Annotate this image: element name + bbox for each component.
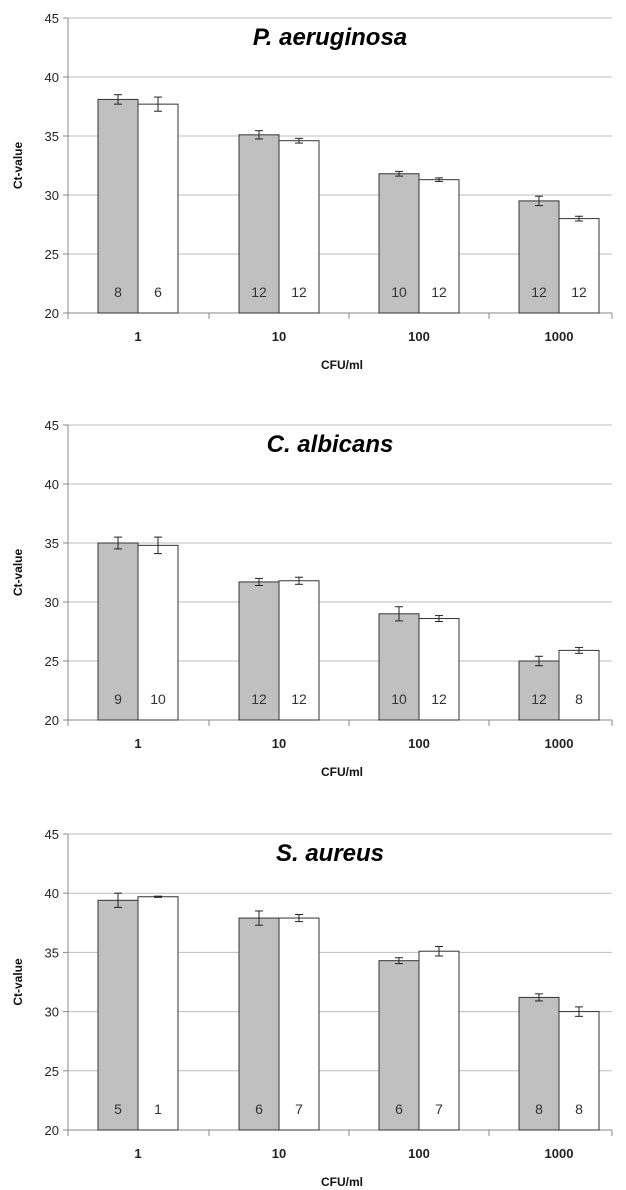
bar-count-label: 6	[395, 1101, 403, 1117]
bar-s1-1000	[558, 1011, 600, 1131]
bar-count-label: 12	[251, 691, 267, 707]
chart-title: C. albicans	[267, 431, 394, 458]
y-tick-label: 35	[45, 945, 59, 960]
bar-s1-10	[278, 580, 320, 721]
bar-count-label: 5	[114, 1101, 122, 1117]
bar-s0-10	[238, 917, 280, 1131]
bar-count-label: 6	[154, 284, 162, 300]
bar-s1-100	[418, 179, 460, 314]
bar-count-label: 9	[114, 691, 122, 707]
x-category-label: 10	[272, 1146, 286, 1161]
bar-s0-10	[238, 134, 280, 314]
bar-count-label: 12	[531, 284, 547, 300]
chart-panel-0: 20 25 30 35 40 45 8 12 10 12 6 12 12 12 1 10 100 1000 CFU/…	[11, 11, 613, 372]
bar-count-label: 12	[291, 284, 307, 300]
bar-count-label: 12	[571, 284, 587, 300]
bar-s0-100	[378, 173, 420, 314]
x-category-label: 1000	[545, 329, 574, 344]
bar-count-label: 6	[255, 1101, 263, 1117]
bar-count-label: 12	[431, 691, 447, 707]
chart-title: S. aureus	[276, 840, 384, 867]
bar-s1-1	[137, 544, 179, 721]
chart-title: P. aeruginosa	[253, 24, 407, 51]
y-tick-label: 25	[45, 654, 59, 669]
bar-count-label: 10	[150, 691, 166, 707]
x-category-label: 100	[408, 329, 430, 344]
x-axis-title: CFU/ml	[321, 358, 363, 372]
y-tick-label: 35	[45, 129, 59, 144]
y-axis-title: Ct-value	[11, 549, 25, 597]
bar-count-label: 12	[431, 284, 447, 300]
bar-s0-1000	[518, 996, 560, 1131]
x-category-label: 1	[134, 736, 141, 751]
chart-panel-2: 20 25 30 35 40 45 5 6 6 8 1 7 7 8 1 10 100 1000 CFU/ml Ct-v…	[11, 827, 613, 1189]
bar-s1-1000	[558, 649, 600, 721]
x-category-label: 100	[408, 736, 430, 751]
x-category-label: 10	[272, 329, 286, 344]
x-category-label: 1000	[545, 1146, 574, 1161]
bar-count-label: 12	[291, 691, 307, 707]
bar-count-label: 12	[251, 284, 267, 300]
bar-s1-1	[137, 103, 179, 314]
y-tick-label: 35	[45, 536, 59, 551]
y-tick-label: 40	[45, 70, 59, 85]
bar-count-label: 8	[535, 1101, 543, 1117]
bar-s1-10	[278, 140, 320, 314]
y-tick-label: 30	[45, 1005, 59, 1020]
y-tick-label: 25	[45, 247, 59, 262]
x-category-label: 1	[134, 1146, 141, 1161]
bar-s0-10	[238, 581, 280, 721]
x-category-label: 1000	[545, 736, 574, 751]
bar-s0-100	[378, 613, 420, 721]
bar-s1-1000	[558, 218, 600, 314]
x-axis-title: CFU/ml	[321, 1175, 363, 1189]
y-tick-label: 25	[45, 1064, 59, 1079]
chart-panel-1: 20 25 30 35 40 45 9 12 10 12 10 12 12 8 1 10 100 1000 CFU/…	[11, 418, 613, 779]
y-tick-label: 20	[45, 1123, 59, 1138]
bar-count-label: 10	[391, 284, 407, 300]
y-tick-label: 30	[45, 188, 59, 203]
y-tick-label: 20	[45, 713, 59, 728]
x-category-label: 100	[408, 1146, 430, 1161]
bar-s1-100	[418, 618, 460, 721]
bar-count-label: 7	[295, 1101, 303, 1117]
x-category-label: 10	[272, 736, 286, 751]
bar-count-label: 8	[114, 284, 122, 300]
y-axis-title: Ct-value	[11, 142, 25, 190]
bar-s1-100	[418, 950, 460, 1131]
bar-s1-1	[137, 896, 179, 1131]
bar-count-label: 12	[531, 691, 547, 707]
x-axis-title: CFU/ml	[321, 765, 363, 779]
x-category-label: 1	[134, 329, 141, 344]
y-tick-label: 30	[45, 595, 59, 610]
bar-s1-10	[278, 917, 320, 1131]
y-tick-label: 45	[45, 11, 59, 26]
y-tick-label: 20	[45, 306, 59, 321]
bar-count-label: 7	[435, 1101, 443, 1117]
bar-s0-1000	[518, 200, 560, 314]
bar-s0-1	[97, 98, 139, 314]
y-tick-label: 45	[45, 418, 59, 433]
y-tick-label: 40	[45, 886, 59, 901]
bar-count-label: 1	[154, 1101, 162, 1117]
y-tick-label: 40	[45, 477, 59, 492]
bar-s0-1	[97, 899, 139, 1131]
y-tick-label: 45	[45, 827, 59, 842]
bar-count-label: 8	[575, 1101, 583, 1117]
y-axis-title: Ct-value	[11, 958, 25, 1006]
bar-count-label: 8	[575, 691, 583, 707]
bar-count-label: 10	[391, 691, 407, 707]
